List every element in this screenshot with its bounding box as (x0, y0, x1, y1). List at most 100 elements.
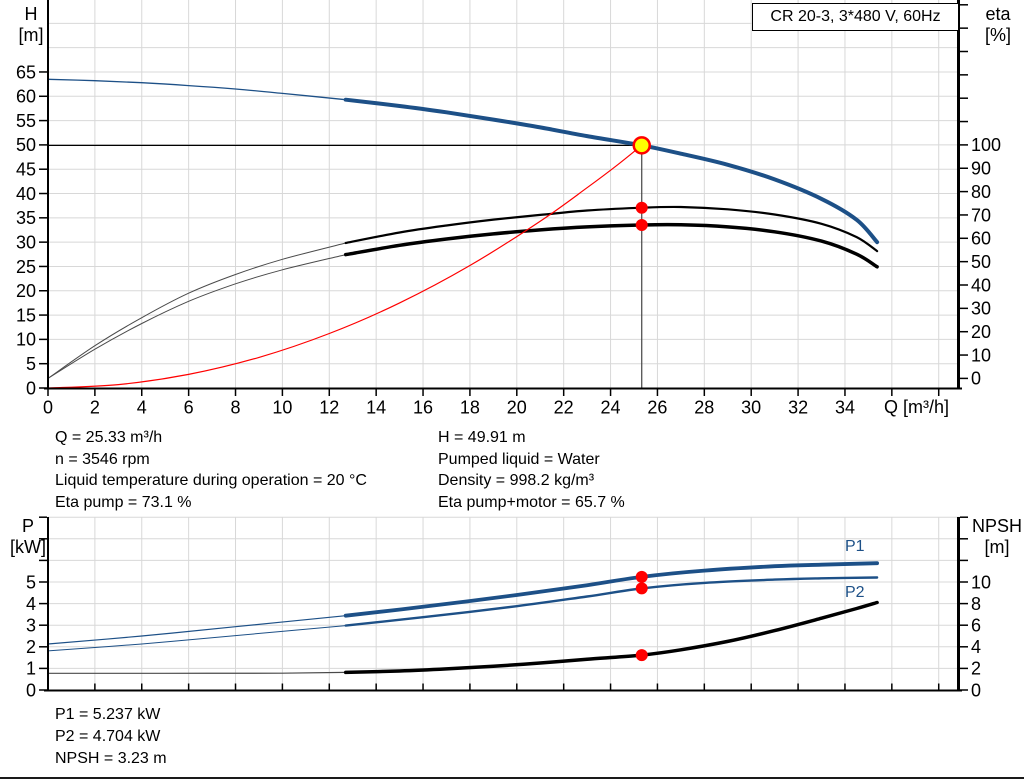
h-tick-label: 45 (16, 160, 36, 180)
duty-dot-marker (635, 570, 648, 583)
curve-npsh (343, 600, 879, 675)
axis-unit: [%] (984, 25, 1011, 45)
duty-dot-marker (635, 201, 648, 214)
npsh-tick-label: 4 (971, 637, 981, 657)
curve-head-thin (47, 78, 347, 101)
eta-tick-label: 50 (971, 252, 991, 272)
npsh-tick-label: 6 (971, 616, 981, 636)
annotation-q: Q = 25.33 m³/h (55, 429, 163, 446)
p-tick-label: 3 (26, 616, 36, 636)
duty-point-marker (632, 136, 651, 155)
q-tick-label: 20 (507, 397, 527, 417)
eta-axis-label: eta [%] (973, 4, 1023, 46)
duty-info-right: H = 49.91 m Pumped liquid = Water Densit… (438, 427, 625, 513)
q-axis-unit-label: Q [m³/h] (884, 397, 950, 417)
q-tick-label: 26 (647, 397, 667, 417)
npsh-axis-label: NPSH [m] (970, 516, 1024, 558)
h-tick-label: 10 (16, 330, 36, 350)
h-tick-label: 65 (16, 62, 36, 82)
npsh-tick-label: 0 (971, 680, 981, 700)
eta-tick-label: 80 (971, 182, 991, 202)
p2-curve-label: P2 (845, 584, 865, 601)
q-tick-label: 6 (184, 397, 194, 417)
q-tick-label: 24 (601, 397, 621, 417)
q-tick-label: 10 (272, 397, 292, 417)
eta-tick-label: 40 (971, 275, 991, 295)
duty-dot-marker (635, 582, 648, 595)
p-tick-label: 4 (26, 594, 36, 614)
curve-eta_pump (344, 205, 879, 253)
h-tick-label: 0 (26, 378, 36, 398)
q-tick-label: 18 (460, 397, 480, 417)
axis-unit: [kW] (10, 537, 46, 557)
axis-quantity: NPSH (971, 516, 1022, 536)
bottom-markers (635, 570, 648, 662)
annotation-npsh: NPSH = 3.23 m (55, 750, 167, 767)
annotation-h: H = 49.91 m (438, 429, 526, 446)
h-tick-label: 25 (16, 257, 36, 277)
p-tick-label: 5 (26, 572, 36, 592)
bottom-separator (0, 777, 1024, 779)
q-tick-label: 2 (90, 397, 100, 417)
q-tick-label: 4 (137, 397, 147, 417)
curve-p2 (344, 576, 879, 627)
curve-p1 (343, 561, 879, 618)
bottom-axes (44, 517, 962, 692)
h-tick-label: 60 (16, 87, 36, 107)
curve-system (47, 144, 643, 389)
axis-quantity: H (24, 4, 38, 24)
annotation-rpm: n = 3546 rpm (55, 450, 150, 468)
annotation-eta-pump: Eta pump = 73.1 % (55, 493, 192, 511)
curve-eta_pump_motor-thin (47, 254, 347, 379)
bottom-grid (48, 516, 960, 690)
curve-eta_pump_motor (343, 222, 879, 269)
npsh-tick-label: 8 (971, 594, 981, 614)
q-tick-label: 8 (231, 397, 241, 417)
eta-tick-label: 90 (971, 159, 991, 179)
eta-tick-label: 10 (971, 345, 991, 365)
curve-npsh-thin (47, 671, 347, 674)
eta-tick-label: 0 (971, 369, 981, 389)
q-tick-label: 14 (366, 397, 386, 417)
axis-unit: [m] (18, 25, 44, 45)
p-tick-label: 1 (26, 659, 36, 679)
q-tick-label: 0 (43, 397, 53, 417)
axis-unit: [m] (984, 537, 1010, 557)
annotation-density: Density = 998.2 kg/m³ (438, 472, 595, 489)
duty-dot-marker (635, 649, 648, 662)
annotation-eta-pump-motor: Eta pump+motor = 65.7 % (438, 493, 625, 511)
q-tick-label: 12 (319, 397, 339, 417)
eta-tick-label: 60 (971, 229, 991, 249)
annotation-p1: P1 = 5.237 kW (55, 706, 161, 723)
h-tick-label: 20 (16, 281, 36, 301)
h-tick-label: 30 (16, 232, 36, 252)
q-tick-label: 32 (788, 397, 808, 417)
pump-title-box: CR 20-3, 3*480 V, 60Hz (752, 3, 959, 31)
top-grid (48, 0, 960, 388)
annotation-pumped-liquid: Pumped liquid = Water (438, 450, 600, 468)
h-tick-label: 35 (16, 208, 36, 228)
pump-title: CR 20-3, 3*480 V, 60Hz (770, 8, 941, 25)
p-tick-label: 0 (26, 680, 36, 700)
q-tick-label: 30 (741, 397, 761, 417)
duty-dot-marker (635, 218, 648, 231)
eta-tick-label: 100 (971, 135, 1001, 155)
p1-curve-label: P1 (845, 538, 865, 555)
top-axes (44, 0, 962, 390)
annotation-liquid-temp: Liquid temperature during operation = 20… (55, 472, 367, 489)
bottom-curves (47, 561, 879, 675)
top-chart: 0510152025303540455055606501020304050607… (16, 0, 1001, 417)
curve-p1-thin (47, 615, 347, 645)
duty-info-left: Q = 25.33 m³/h n = 3546 rpm Liquid tempe… (55, 427, 367, 513)
h-tick-label: 55 (16, 111, 36, 131)
p-axis-label: P [kW] (5, 516, 51, 558)
top-tick-labels: 0510152025303540455055606501020304050607… (16, 4, 1001, 417)
axis-quantity: P (21, 516, 34, 536)
curve-eta_pump-thin (47, 242, 347, 379)
eta-tick-label: 70 (971, 205, 991, 225)
npsh-tick-label: 2 (971, 659, 981, 679)
eta-tick-label: 20 (971, 322, 991, 342)
